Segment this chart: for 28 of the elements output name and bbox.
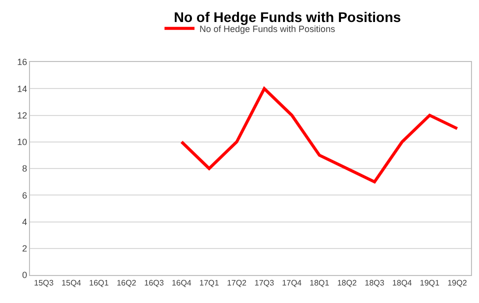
y-tick-label: 14 bbox=[17, 84, 28, 94]
y-tick-label: 4 bbox=[22, 216, 28, 227]
y-tick-label: 16 bbox=[17, 57, 28, 68]
x-tick-label: 18Q2 bbox=[337, 278, 358, 288]
x-tick-label: 15Q3 bbox=[34, 278, 54, 288]
x-tick-label: 16Q3 bbox=[144, 278, 164, 288]
x-tick-label: 17Q4 bbox=[282, 278, 302, 288]
x-tick-label: 18Q4 bbox=[392, 278, 412, 288]
x-tick-label: 18Q1 bbox=[310, 278, 330, 288]
x-tick-label: 17Q1 bbox=[199, 278, 220, 288]
legend-label: No of Hedge Funds with Positions bbox=[200, 24, 336, 34]
x-tick-label: 17Q3 bbox=[254, 278, 275, 288]
x-tick-label: 16Q2 bbox=[116, 278, 137, 288]
x-tick-label: 18Q3 bbox=[364, 278, 385, 288]
x-tick-label: 19Q2 bbox=[447, 278, 468, 288]
x-tick-label: 17Q2 bbox=[226, 278, 248, 288]
chart-title: No of Hedge Funds with Positions bbox=[174, 8, 402, 25]
line-series bbox=[180, 87, 459, 184]
x-tick-label: 15Q4 bbox=[62, 278, 82, 288]
y-tick-label: 6 bbox=[22, 190, 28, 200]
x-tick-label: 16Q1 bbox=[89, 278, 110, 288]
y-tick-label: 8 bbox=[22, 164, 28, 174]
y-tick-label: 10 bbox=[17, 137, 28, 148]
y-tick-label: 0 bbox=[22, 270, 28, 280]
y-tick-label: 2 bbox=[22, 244, 28, 254]
y-tick-label: 12 bbox=[17, 110, 28, 120]
x-tick-label: 16Q4 bbox=[172, 278, 192, 288]
x-tick-label: 19Q1 bbox=[420, 278, 440, 288]
